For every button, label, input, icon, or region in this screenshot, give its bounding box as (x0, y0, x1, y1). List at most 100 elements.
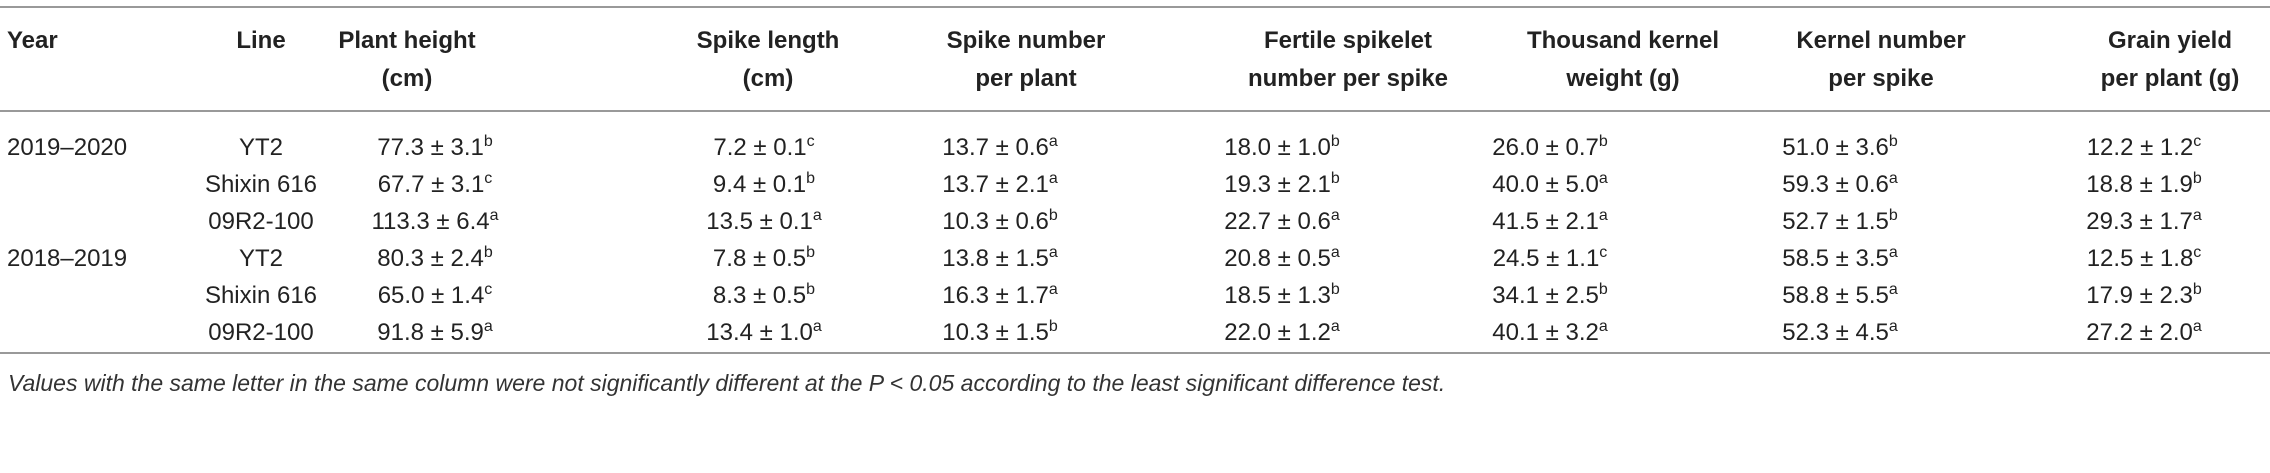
value-text: 40.0 ± 5.0 (1492, 171, 1599, 198)
value-cell: 22.0 ± 1.2a (1132, 315, 1432, 351)
significance-letter: b (806, 281, 816, 298)
value-cell: 18.5 ± 1.3b (1132, 278, 1432, 314)
value-text: 9.4 ± 0.1 (712, 171, 807, 198)
value-text: 24.5 ± 1.1 (1492, 245, 1600, 272)
significance-letter: b (1048, 207, 1058, 224)
significance-letter: b (483, 244, 493, 261)
value-text: 13.8 ± 1.5 (942, 245, 1049, 272)
significance-letter: c (484, 281, 493, 298)
value-cell: 67.7 ± 3.1c (285, 167, 585, 203)
column-header: Fertile spikelet number per spike (1247, 27, 1449, 92)
value-text: 27.2 ± 2.0 (2086, 319, 2193, 346)
significance-letter: a (1598, 170, 1608, 187)
value-cell: 29.3 ± 1.7a (1994, 204, 2270, 240)
column-header: Spike length (cm) (696, 27, 840, 92)
significance-letter: b (1598, 281, 1608, 298)
value-text: 18.5 ± 1.3 (1224, 282, 1331, 309)
value-text: 16.3 ± 1.7 (942, 282, 1049, 309)
significance-letter: b (1330, 170, 1340, 187)
top-rule (0, 6, 2270, 8)
significance-letter: a (1048, 244, 1058, 261)
line-cell: 09R2-100 (208, 208, 314, 235)
value-text: 20.8 ± 0.5 (1224, 245, 1331, 272)
value-cell: 113.3 ± 6.4a (285, 204, 585, 240)
value-cell: 7.8 ± 0.5b (614, 241, 914, 277)
value-cell: 59.3 ± 0.6a (1690, 167, 1990, 203)
value-text: 8.3 ± 0.5 (712, 282, 807, 309)
value-cell: 10.3 ± 1.5b (850, 315, 1150, 351)
significance-letter: a (483, 318, 493, 335)
column-header: Line (236, 27, 286, 54)
value-cell: 80.3 ± 2.4b (285, 241, 585, 277)
value-cell: 10.3 ± 0.6b (850, 204, 1150, 240)
value-text: 12.5 ± 1.8 (2086, 245, 2194, 272)
line-cell: 09R2-100 (208, 319, 314, 346)
value-text: 80.3 ± 2.4 (377, 245, 484, 272)
value-cell: 52.7 ± 1.5b (1690, 204, 1990, 240)
value-cell: 8.3 ± 0.5b (614, 278, 914, 314)
significance-letter: a (489, 207, 499, 224)
significance-letter: b (1330, 281, 1340, 298)
value-cell: 26.0 ± 0.7b (1400, 130, 1700, 166)
column-header: Kernel number per spike (1796, 27, 1966, 92)
value-text: 19.3 ± 2.1 (1224, 171, 1331, 198)
value-cell: 13.5 ± 0.1a (614, 204, 914, 240)
line-cell: Shixin 616 (204, 171, 318, 198)
value-cell: 20.8 ± 0.5a (1132, 241, 1432, 277)
value-cell: 13.7 ± 0.6a (850, 130, 1150, 166)
value-text: 13.4 ± 1.0 (706, 319, 813, 346)
significance-letter: b (2192, 170, 2202, 187)
value-text: 29.3 ± 1.7 (2086, 208, 2193, 235)
value-cell: 77.3 ± 3.1b (285, 130, 585, 166)
value-cell: 40.1 ± 3.2a (1400, 315, 1700, 351)
value-cell: 19.3 ± 2.1b (1132, 167, 1432, 203)
significance-letter: a (1598, 318, 1608, 335)
value-text: 51.0 ± 3.6 (1782, 134, 1889, 161)
value-cell: 91.8 ± 5.9a (285, 315, 585, 351)
line-cell: Shixin 616 (204, 282, 318, 309)
significance-letter: a (812, 318, 822, 335)
value-cell: 13.8 ± 1.5a (850, 241, 1150, 277)
value-text: 77.3 ± 3.1 (377, 134, 484, 161)
value-text: 17.9 ± 2.3 (2086, 282, 2193, 309)
footnote: Values with the same letter in the same … (8, 370, 1446, 396)
value-text: 13.7 ± 0.6 (942, 134, 1049, 161)
significance-letter: c (2193, 244, 2202, 261)
significance-letter: b (1888, 133, 1898, 150)
value-cell: 24.5 ± 1.1c (1400, 241, 1700, 277)
significance-letter: b (483, 133, 493, 150)
value-text: 7.2 ± 0.1 (713, 134, 807, 161)
value-text: 41.5 ± 2.1 (1492, 208, 1599, 235)
significance-letter: b (806, 244, 816, 261)
line-cell: YT2 (238, 134, 283, 161)
value-cell: 18.0 ± 1.0b (1132, 130, 1432, 166)
value-cell: 51.0 ± 3.6b (1690, 130, 1990, 166)
significance-letter: b (1598, 133, 1608, 150)
value-text: 13.5 ± 0.1 (706, 208, 813, 235)
value-text: 40.1 ± 3.2 (1492, 319, 1599, 346)
value-cell: 9.4 ± 0.1b (614, 167, 914, 203)
value-text: 26.0 ± 0.7 (1492, 134, 1599, 161)
significance-letter: b (2192, 281, 2202, 298)
significance-letter: a (1888, 170, 1898, 187)
value-cell: 7.2 ± 0.1c (614, 130, 914, 166)
significance-letter: a (1330, 244, 1340, 261)
value-text: 52.3 ± 4.5 (1782, 319, 1889, 346)
significance-letter: b (806, 170, 816, 187)
significance-letter: a (1598, 207, 1608, 224)
value-cell: 12.5 ± 1.8c (1994, 241, 2270, 277)
value-text: 34.1 ± 2.5 (1492, 282, 1599, 309)
significance-letter: a (1048, 133, 1058, 150)
value-text: 7.8 ± 0.5 (712, 245, 807, 272)
bottom-rule (0, 352, 2270, 354)
value-cell: 13.4 ± 1.0a (614, 315, 914, 351)
value-cell: 12.2 ± 1.2c (1994, 130, 2270, 166)
value-text: 22.7 ± 0.6 (1224, 208, 1331, 235)
value-cell: 27.2 ± 2.0a (1994, 315, 2270, 351)
value-cell: 22.7 ± 0.6a (1132, 204, 1432, 240)
column-header: Year (7, 27, 58, 54)
significance-letter: a (1888, 318, 1898, 335)
significance-letter: c (806, 133, 815, 150)
significance-letter: c (1599, 244, 1608, 261)
